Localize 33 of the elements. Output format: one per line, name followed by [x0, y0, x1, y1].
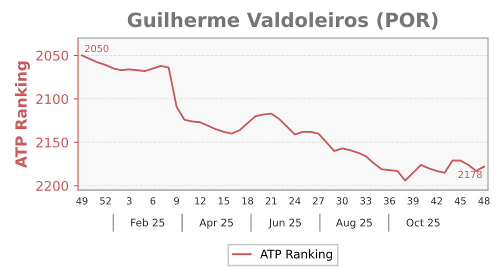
x-tick-label: 45	[454, 197, 466, 205]
y-tick-label: 2100	[36, 94, 68, 104]
text: Feb 25	[131, 218, 164, 227]
y-tick-label: 2200	[36, 180, 68, 191]
x-tick-label: 48	[478, 197, 490, 205]
text: Apr 25	[199, 218, 233, 229]
x-tick-label: 3	[126, 197, 132, 205]
x-tick-label: 15	[218, 197, 230, 205]
text: Oct 25	[406, 218, 440, 227]
data-label: 2050	[85, 44, 108, 52]
text: Aug 25	[336, 218, 372, 229]
y-tick-label: 2150	[36, 138, 68, 148]
y-tick-label: 2050	[36, 50, 68, 61]
x-tick-label: 33	[360, 197, 372, 205]
x-tick-label: 27	[313, 197, 324, 204]
x-tick-label: 21	[266, 197, 276, 204]
chart-title: Guilherme Valdoleiros (POR)	[128, 12, 438, 30]
x-tick-label: 12	[195, 197, 206, 204]
y-axis-title: ATP Ranking	[14, 61, 30, 168]
legend-label: ATP Ranking	[260, 249, 332, 261]
x-tick-label: 42	[431, 197, 442, 204]
x-tick-label: 49	[76, 197, 88, 205]
x-tick-label: 24	[289, 197, 300, 204]
x-tick-label: 6	[150, 197, 156, 205]
x-tick-label: 18	[242, 197, 254, 205]
data-label: 2178	[458, 170, 482, 178]
text: Jun 25	[268, 218, 301, 228]
x-tick-label: 36	[384, 197, 396, 205]
line-series	[81, 54, 485, 182]
x-tick-label: 9	[174, 197, 179, 205]
x-tick-label: 52	[100, 197, 111, 205]
x-tick-label: 39	[408, 197, 419, 205]
x-tick-label: 30	[336, 197, 348, 205]
